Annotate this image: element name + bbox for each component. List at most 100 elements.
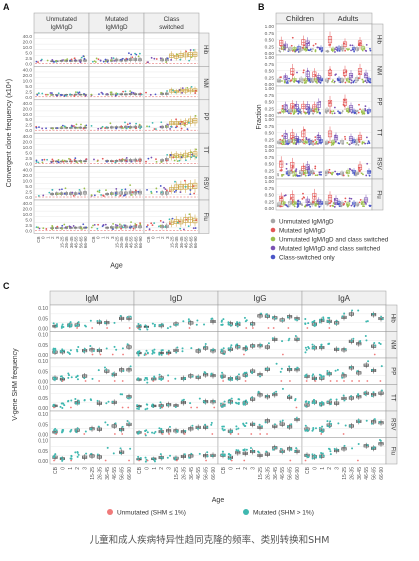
point-c-unmut <box>168 433 170 435</box>
point-c <box>252 345 255 348</box>
point-c <box>114 422 117 425</box>
point-b <box>310 142 313 145</box>
point-b <box>333 205 336 208</box>
point-c <box>223 353 226 356</box>
ytick-a: 5.0 <box>25 50 32 56</box>
point-b <box>290 137 293 140</box>
point-a <box>50 161 53 164</box>
ytick-a: 5.0 <box>25 217 32 223</box>
point-b <box>307 49 310 52</box>
point-b <box>312 112 315 115</box>
point-b <box>326 109 329 112</box>
age-tick-c: 3 <box>83 467 89 470</box>
point-c <box>61 430 64 433</box>
point-c <box>206 455 209 458</box>
point-c <box>196 319 199 322</box>
point-b <box>357 77 360 80</box>
point-c <box>328 425 331 428</box>
point-a <box>145 160 147 163</box>
point-b <box>299 80 302 83</box>
point-b <box>332 143 335 146</box>
point-b <box>350 142 353 145</box>
row-label-c: NM <box>390 340 396 349</box>
point-b <box>335 73 337 76</box>
point-b <box>358 72 361 75</box>
point-b <box>298 203 301 206</box>
point-a <box>184 179 186 182</box>
point-c <box>84 325 87 328</box>
point-a <box>192 227 195 230</box>
point-b <box>316 81 318 84</box>
point-b <box>318 171 321 174</box>
point-b <box>351 139 354 142</box>
point-b <box>317 134 320 137</box>
point-c <box>203 345 206 348</box>
point-a <box>102 223 105 226</box>
point-c <box>138 406 141 409</box>
ytick-a: 20.0 <box>23 206 33 212</box>
ytick-a: 20.0 <box>23 73 33 79</box>
point-b <box>279 160 282 163</box>
point-b <box>357 203 360 206</box>
point-b <box>363 141 365 144</box>
point-b <box>335 136 337 139</box>
point-b <box>334 48 337 51</box>
point-c <box>311 347 314 350</box>
point-a <box>178 89 181 91</box>
point-a <box>132 227 135 230</box>
strip-c-label: IgG <box>254 294 267 303</box>
point-c <box>305 374 308 377</box>
point-a <box>93 223 96 226</box>
point-c <box>55 323 58 326</box>
point-c <box>351 447 354 450</box>
point-c <box>84 430 87 433</box>
point-a <box>73 125 75 127</box>
point-c-unmut <box>205 459 207 462</box>
age-tick-c: 1 <box>152 467 158 470</box>
point-c <box>136 407 139 410</box>
point-c <box>83 347 86 350</box>
point-b <box>316 200 319 203</box>
point-a <box>160 161 163 164</box>
point-a <box>127 126 130 128</box>
point-a <box>59 192 61 195</box>
point-c <box>365 320 368 323</box>
ytick-c: 0.10 <box>38 412 48 418</box>
point-c <box>305 454 308 457</box>
point-c <box>304 346 307 349</box>
point-b <box>332 110 335 113</box>
ytick-c: 0.10 <box>38 306 48 312</box>
point-c <box>352 337 355 340</box>
point-a <box>159 185 162 187</box>
point-b <box>312 48 314 50</box>
point-c <box>77 399 80 402</box>
point-c <box>169 325 172 328</box>
point-c <box>183 453 186 456</box>
point-b <box>351 44 354 47</box>
point-c <box>70 399 73 402</box>
point-b <box>329 68 332 71</box>
point-a <box>70 160 73 163</box>
point-c <box>106 423 109 426</box>
age-tick-a: 56-65 <box>133 236 138 248</box>
age-tick-a: 46-55 <box>129 236 134 248</box>
ytick-a: 20.0 <box>23 173 33 179</box>
point-b <box>348 167 351 170</box>
point-a <box>80 56 83 59</box>
age-tick-c: 2 <box>75 467 81 470</box>
point-a <box>69 158 72 161</box>
point-b <box>303 44 306 47</box>
point-c <box>223 400 226 403</box>
point-a <box>181 91 183 94</box>
point-c-unmut <box>329 380 332 382</box>
point-b <box>297 140 299 142</box>
point-c <box>129 365 132 368</box>
point-c <box>274 317 277 320</box>
point-b <box>358 103 360 106</box>
point-c <box>251 371 254 374</box>
ytick-a: 5.0 <box>25 117 32 123</box>
point-b <box>338 142 341 145</box>
ytick-b: 0.00 <box>265 113 275 119</box>
point-a <box>91 60 94 63</box>
point-c <box>326 369 329 372</box>
